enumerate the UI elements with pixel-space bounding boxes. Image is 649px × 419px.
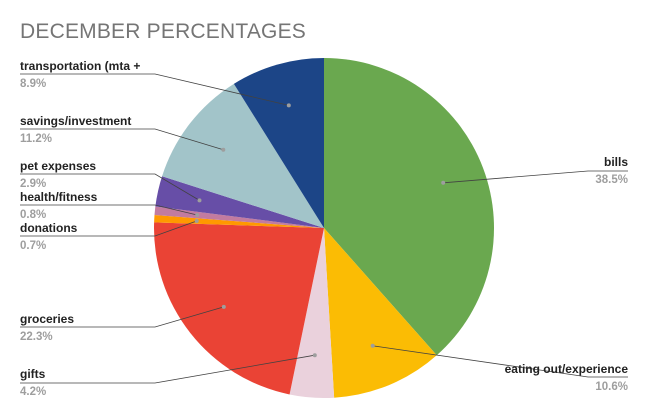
slice-label: savings/investment [20,114,131,128]
slice-value-label: 0.8% [20,209,46,221]
slice-label: gifts [20,367,46,381]
pie-slice-bills [324,58,495,356]
leader-dot [286,103,291,108]
leader-dot [221,304,226,309]
slice-label: health/fitness [20,190,98,204]
leader-dot [441,180,446,185]
slice-value-label: 11.2% [20,133,52,145]
slice-value-label: 2.9% [20,178,46,190]
leader-line [20,173,200,201]
leader-dot [195,213,200,217]
leader-line [20,204,198,216]
leader-dot [194,219,199,223]
pie-labels: bills 38.5% eating out/experience 10.6% gift… [20,59,628,398]
leader-line [20,73,289,106]
leader-line [20,128,224,151]
slice-value-label: 4.2% [20,386,46,398]
leader-dot [312,353,317,358]
leader-line [443,170,628,184]
slice-value-label: 38.5% [595,174,628,186]
slice-label: pet expenses [20,159,96,173]
leader-line [372,345,628,378]
pie-slice-groceries [153,222,324,395]
slice-label: eating out/experience [505,362,629,376]
leader-line [20,354,315,384]
pie-slice-pet-expenses [155,176,324,228]
slice-value-label: 22.3% [20,331,53,343]
pie-slices [153,57,495,399]
slice-label: bills [604,155,628,169]
leader-line [20,220,197,237]
leader-dot [221,147,226,152]
pie-slice-eating-out-experience [324,228,437,398]
slice-value-label: 0.7% [20,240,46,252]
slice-label: donations [20,221,78,235]
slice-value-label: 10.6% [595,381,628,393]
pie-slice-gifts [289,228,335,399]
slice-value-label: 8.9% [20,78,46,90]
slice-label: transportation (mta + [20,59,140,73]
pie-slice-savings-investment [162,83,324,228]
leader-line [20,306,224,328]
slice-label: groceries [20,312,74,326]
pie-slice-health-fitness [154,206,324,228]
leader-dot [197,198,202,203]
pie-slice-transportation-mta [233,57,324,228]
pie-slice-donations [154,214,324,228]
chart-title: DECEMBER PERCENTAGES [20,20,306,43]
leader-dot [370,343,375,348]
